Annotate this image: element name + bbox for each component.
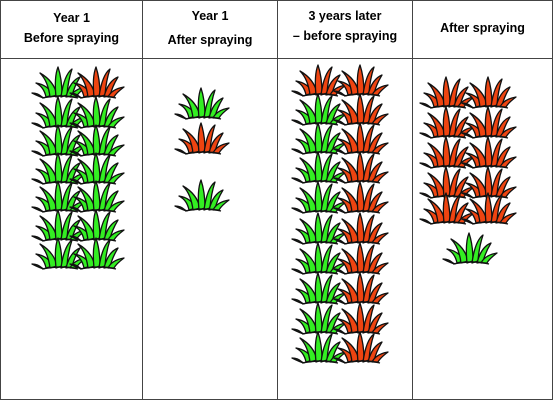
grass-tuft-icon xyxy=(174,122,230,155)
header-line: After spraying xyxy=(167,33,253,47)
grass-tuft-icon xyxy=(419,76,475,109)
grass-tuft-icon xyxy=(442,232,498,265)
grass-tuft-icon xyxy=(333,302,389,335)
grass-tuft-icon xyxy=(333,181,389,214)
header-line: – before spraying xyxy=(292,29,398,43)
grass-tuft-icon xyxy=(333,242,389,275)
grass-tuft-icon xyxy=(461,76,517,109)
column-header-year1-after: Year 1 After spraying xyxy=(143,0,277,58)
grass-tuft-icon xyxy=(461,136,517,169)
grass-tuft-icon xyxy=(69,152,125,185)
grass-tuft-icon xyxy=(419,106,475,139)
grass-tuft-icon xyxy=(333,122,389,155)
grass-tuft-icon xyxy=(291,302,347,335)
header-line: 3 years later xyxy=(308,9,382,23)
grass-tuft-icon xyxy=(291,64,347,97)
column-header-after: After spraying xyxy=(413,0,552,58)
header-line: Year 1 xyxy=(53,11,90,25)
grass-tuft-icon xyxy=(69,66,125,99)
grass-tuft-icon xyxy=(31,180,87,213)
grass-tuft-icon xyxy=(69,180,125,213)
grass-tuft-icon xyxy=(333,64,389,97)
grass-tuft-icon xyxy=(333,331,389,364)
grass-tuft-icon xyxy=(69,209,125,242)
grass-tuft-icon xyxy=(419,136,475,169)
grass-tuft-icon xyxy=(291,151,347,184)
grass-tuft-icon xyxy=(291,272,347,305)
grass-tuft-icon xyxy=(333,272,389,305)
grass-tuft-icon xyxy=(31,66,87,99)
grass-tuft-icon xyxy=(31,152,87,185)
grass-tuft-icon xyxy=(31,209,87,242)
grass-tuft-icon xyxy=(333,212,389,245)
header-line: After spraying xyxy=(440,21,525,35)
grass-tuft-icon xyxy=(291,242,347,275)
grass-tuft-icon xyxy=(461,192,517,225)
grass-tuft-icon xyxy=(174,179,230,212)
grass-tuft-icon xyxy=(69,96,125,129)
grass-tuft-icon xyxy=(31,237,87,270)
column-header-year1-before: Year 1 Before spraying xyxy=(1,0,142,58)
grass-tuft-icon xyxy=(31,124,87,157)
grass-tuft-icon xyxy=(69,124,125,157)
grass-tuft-icon xyxy=(419,192,475,225)
grass-tuft-icon xyxy=(461,106,517,139)
grass-tuft-icon xyxy=(419,166,475,199)
header-line: Year 1 xyxy=(191,9,229,23)
grass-tuft-icon xyxy=(291,122,347,155)
header-line: Before spraying xyxy=(23,31,120,45)
grass-tuft-icon xyxy=(291,181,347,214)
grass-tuft-icon xyxy=(291,212,347,245)
grass-tuft-icon xyxy=(333,151,389,184)
grass-tuft-icon xyxy=(31,96,87,129)
grass-tuft-icon xyxy=(333,93,389,126)
column-header-3years-before: 3 years later – before spraying xyxy=(278,0,412,58)
grass-tuft-icon xyxy=(291,331,347,364)
grass-tuft-icon xyxy=(461,166,517,199)
grass-tuft-icon xyxy=(291,93,347,126)
grass-tuft-icon xyxy=(69,237,125,270)
grass-tuft-icon xyxy=(174,87,230,120)
